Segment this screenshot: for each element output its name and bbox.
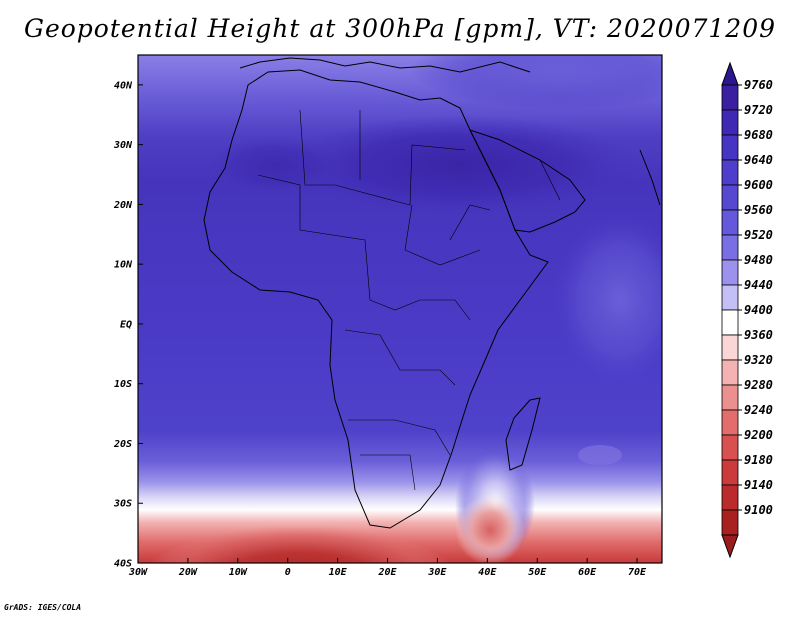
- country-borders: [257, 109, 561, 491]
- y-tick-label: 40N: [114, 80, 133, 91]
- border-4: [404, 204, 481, 266]
- colorbar-swatch: [721, 334, 739, 361]
- colorbar: 9760 9720 9680 9640 9600 9560 9520 9480 9440 9400…: [721, 61, 773, 559]
- coastlines: [203, 57, 661, 529]
- africa-coastline: [203, 69, 549, 529]
- subtropical-high: [280, 115, 640, 215]
- colorbar-label: 9320: [744, 353, 773, 367]
- x-tick-label: 20E: [377, 567, 397, 578]
- indian-ocean-light: [550, 210, 662, 390]
- light-patch-south: [578, 445, 622, 465]
- colorbar-label: 9480: [744, 253, 773, 267]
- plot-frame: [137, 54, 663, 564]
- colorbar-label: 9100: [744, 503, 773, 517]
- north-light-area: [410, 55, 662, 110]
- map-title: Geopotential Height at 300hPa [gpm], VT:…: [23, 14, 777, 43]
- colorbar-swatch: [721, 509, 739, 536]
- border-8: [360, 454, 416, 491]
- border-3: [257, 174, 371, 301]
- x-tick-label: 50E: [528, 567, 547, 578]
- y-tick-label: 30N: [113, 140, 133, 151]
- colorbar-swatch: [721, 134, 739, 161]
- x-tick-label: 20W: [178, 567, 198, 578]
- colorbar-label: 9200: [744, 428, 773, 442]
- y-tick-label: 10N: [114, 260, 133, 271]
- europe-coastline: [239, 57, 531, 73]
- y-tick-label: 40S: [114, 559, 132, 570]
- colorbar-swatch: [721, 384, 739, 411]
- y-axis: 40N 30N 20N 10N EQ 10S 20S 30S 40S: [113, 80, 143, 570]
- colorbar-label: 9560: [744, 203, 773, 217]
- colorbar-label: 9360: [744, 328, 773, 342]
- x-tick-label: 10E: [329, 567, 348, 578]
- colorbar-swatch: [721, 284, 739, 311]
- x-tick-label: 60E: [578, 567, 597, 578]
- field-layer: [138, 55, 662, 563]
- colorbar-swatch: [721, 159, 739, 186]
- colorbar-label: 9240: [744, 403, 773, 417]
- colorbar-swatch: [721, 209, 739, 236]
- colorbar-swatch: [721, 259, 739, 286]
- colorbar-label: 9140: [744, 478, 773, 492]
- pink-lobe: [455, 495, 525, 563]
- colorbar-label: 9760: [744, 78, 773, 92]
- colorbar-swatch: [721, 484, 739, 511]
- colorbar-label: 9520: [744, 228, 773, 242]
- colorbar-label: 9600: [744, 178, 773, 192]
- x-tick-label: 30W: [128, 567, 148, 578]
- colorbar-swatch: [721, 309, 739, 336]
- y-tick-label: 30S: [113, 499, 132, 510]
- border-1: [299, 109, 466, 206]
- sahel-high: [205, 135, 345, 195]
- x-tick-label: 0: [285, 567, 291, 578]
- colorbar-swatch: [721, 409, 739, 436]
- colorbar-bottom-arrow: [721, 534, 739, 559]
- grads-credit: GrADS: IGES/COLA: [4, 603, 82, 612]
- x-tick-label: 70E: [628, 567, 647, 578]
- colorbar-swatch: [721, 109, 739, 136]
- border-6: [344, 329, 456, 386]
- colorbar-swatch: [721, 459, 739, 486]
- india-coastline: [639, 149, 661, 206]
- x-tick-label: 10W: [229, 567, 248, 578]
- southern-trough: [147, 525, 453, 563]
- y-tick-label: 20N: [113, 200, 133, 211]
- colorbar-label: 9400: [744, 303, 773, 317]
- colorbar-label: 9720: [744, 103, 773, 117]
- colorbar-label: 9280: [744, 378, 773, 392]
- colorbar-swatch: [721, 184, 739, 211]
- colorbar-label: 9180: [744, 453, 773, 467]
- colorbar-swatch: [721, 84, 739, 111]
- y-tick-label: 10S: [114, 379, 132, 390]
- border-9: [449, 204, 491, 241]
- x-tick-label: 40E: [478, 567, 497, 578]
- border-7: [348, 419, 451, 456]
- x-axis: 30W 20W 10W 0 10E 20E 30E 40E 50E 60E 70E: [128, 558, 647, 578]
- colorbar-swatch: [721, 234, 739, 261]
- colorbar-swatch: [721, 434, 739, 461]
- colorbar-label: 9680: [744, 128, 773, 142]
- y-tick-label: EQ: [120, 319, 132, 330]
- y-tick-label: 20S: [113, 439, 132, 450]
- colorbar-label: 9440: [744, 278, 773, 292]
- arabia-coastline: [469, 129, 586, 233]
- madagascar-coastline: [505, 397, 541, 471]
- colorbar-swatch: [721, 359, 739, 386]
- border-10: [539, 159, 561, 201]
- colorbar-label: 9640: [744, 153, 773, 167]
- x-tick-label: 30E: [427, 567, 447, 578]
- colorbar-top-arrow: [721, 61, 739, 86]
- border-5: [369, 299, 471, 321]
